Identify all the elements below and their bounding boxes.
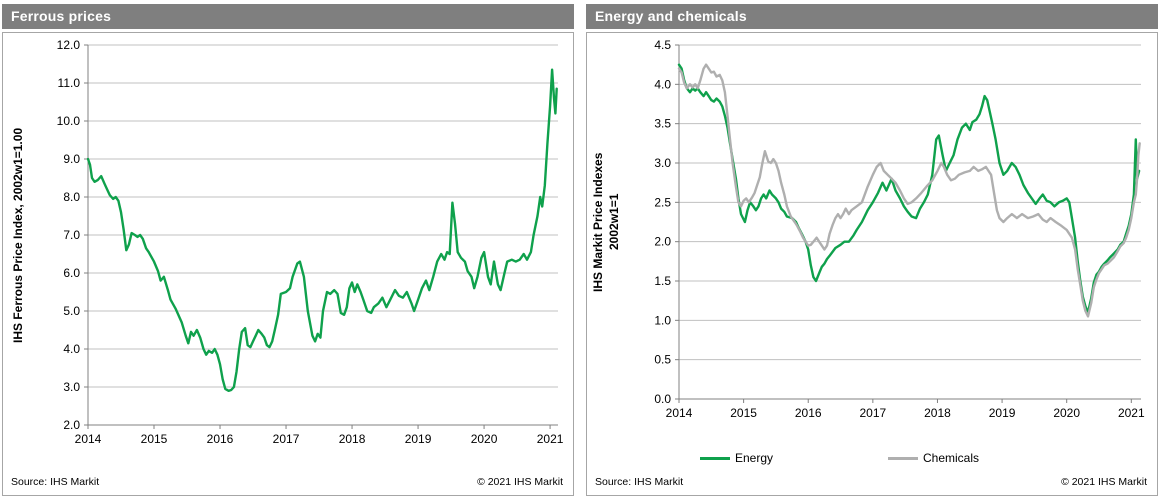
svg-text:2021: 2021 [1118,406,1145,420]
svg-text:2016: 2016 [207,432,234,446]
source-note: Source: IHS Markit [11,476,100,488]
svg-text:2.0: 2.0 [654,235,671,249]
svg-text:2.0: 2.0 [63,418,80,432]
svg-text:2015: 2015 [730,406,757,420]
svg-text:2019: 2019 [989,406,1016,420]
energy-chemicals-y-axis-title: IHS Markit Price Indexes 2002w1=1 [591,45,623,399]
chart-legend: Energy Chemicals [587,451,1157,471]
legend-item-chemicals: Chemicals [888,451,979,465]
legend-item-energy: Energy [700,451,773,465]
svg-text:2018: 2018 [339,432,366,446]
ferrous-prices-panel: Ferrous prices 2.0 3.0 4.0 5.0 6.0 7.0 8.0 9.0 1… [2,4,574,496]
energy-chemicals-chart-area: 0.0 0.5 1.0 1.5 2.0 2.5 3.0 3.5 4.0 4.5 2014 2015 20… [586,32,1158,496]
legend-label-chemicals: Chemicals [923,451,980,465]
svg-text:12.0: 12.0 [57,38,81,52]
svg-text:1.5: 1.5 [654,274,671,288]
energy-chemicals-line-chart: 0.0 0.5 1.0 1.5 2.0 2.5 3.0 3.5 4.0 4.5 2014 2015 20… [654,38,1145,420]
copyright-note: © 2021 IHS Markit [1061,476,1147,488]
svg-text:2017: 2017 [273,432,300,446]
svg-text:8.0: 8.0 [63,190,80,204]
svg-text:4.5: 4.5 [654,38,671,52]
svg-text:2014: 2014 [75,432,102,446]
svg-text:0.5: 0.5 [654,353,671,367]
svg-text:5.0: 5.0 [63,304,80,318]
svg-text:0.0: 0.0 [654,392,671,406]
chemicals-line-swatch [888,456,918,460]
svg-text:11.0: 11.0 [58,76,81,90]
legend-label-energy: Energy [735,451,774,465]
y-axis-title-line-2: 2002w1=1 [607,193,621,251]
ferrous-price-line-chart: 2.0 3.0 4.0 5.0 6.0 7.0 8.0 9.0 10.0 11.0 12.0 2014… [57,38,564,446]
energy-chemicals-panel: Energy and chemicals 0.0 0.5 1.0 1.5 2.0 2.5 3… [586,4,1158,496]
svg-text:2017: 2017 [859,406,886,420]
svg-text:3.5: 3.5 [654,117,671,131]
ferrous-y-axis-title: IHS Ferrous Price Index, 2002w1=1.00 [11,127,25,343]
svg-text:9.0: 9.0 [63,152,80,166]
svg-text:3.0: 3.0 [63,380,80,394]
svg-text:2020: 2020 [471,432,498,446]
svg-text:2015: 2015 [141,432,168,446]
source-note: Source: IHS Markit [595,476,684,488]
svg-text:2.5: 2.5 [654,195,671,209]
svg-text:2018: 2018 [924,406,951,420]
ferrous-chart-area: 2.0 3.0 4.0 5.0 6.0 7.0 8.0 9.0 10.0 11.0 12.0 2014… [2,32,574,496]
panel-title-energy-chemicals: Energy and chemicals [586,4,1158,29]
svg-text:2021: 2021 [537,432,564,446]
svg-text:2019: 2019 [405,432,432,446]
svg-text:2014: 2014 [666,406,693,420]
svg-text:1.0: 1.0 [654,313,671,327]
svg-text:2016: 2016 [795,406,822,420]
svg-text:7.0: 7.0 [63,228,80,242]
y-axis-title-line-1: IHS Markit Price Indexes [591,152,605,292]
svg-text:3.0: 3.0 [654,156,671,170]
panel-title-ferrous: Ferrous prices [2,4,574,29]
svg-text:2020: 2020 [1053,406,1080,420]
svg-text:4.0: 4.0 [654,77,671,91]
energy-line-swatch [700,456,730,460]
svg-text:10.0: 10.0 [57,114,81,128]
svg-text:6.0: 6.0 [63,266,80,280]
copyright-note: © 2021 IHS Markit [477,476,563,488]
svg-text:4.0: 4.0 [63,342,80,356]
